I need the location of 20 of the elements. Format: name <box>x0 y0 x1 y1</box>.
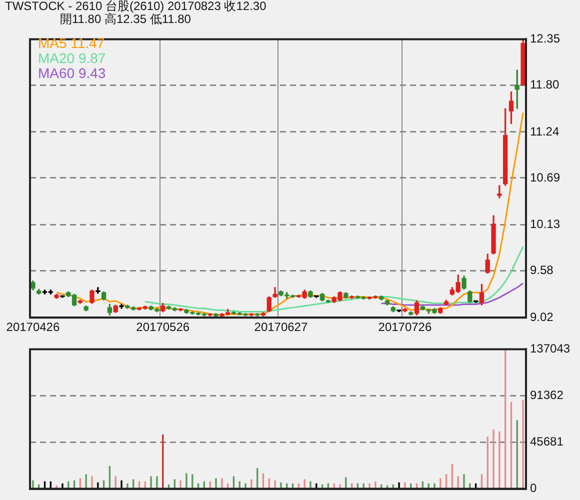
x-tick-label: 20170627 <box>254 320 308 334</box>
text: MA20 9.87 <box>38 50 106 66</box>
y-tick-label: 9.58 <box>530 263 554 278</box>
y-tick-label: 9.02 <box>530 310 554 324</box>
y-tick-label: 10.69 <box>530 170 560 184</box>
text: MA60 9.43 <box>38 65 106 81</box>
chart-subtitle: 開11.80 高12.35 低11.80 <box>59 12 192 26</box>
y-tick-label: 11.24 <box>530 124 560 138</box>
y-tick-label: 0 <box>530 481 537 496</box>
y-tick-label: 137043 <box>530 342 570 356</box>
y-tick-label: 91362 <box>530 388 564 402</box>
text: MA5 11.47 <box>38 35 106 51</box>
y-tick-label: 10.13 <box>530 217 560 232</box>
y-tick-label: 12.35 <box>530 32 560 46</box>
chart-title: TWSTOCK - 2610 台股(2610) 20170823 收12.30 <box>5 0 268 13</box>
y-tick-label: 11.80 <box>530 77 560 92</box>
x-tick-label: 20170726 <box>378 320 432 334</box>
y-tick-label: 45681 <box>530 434 564 449</box>
x-tick-label: 20170526 <box>136 320 190 334</box>
x-tick-label: 20170426 <box>6 320 60 334</box>
